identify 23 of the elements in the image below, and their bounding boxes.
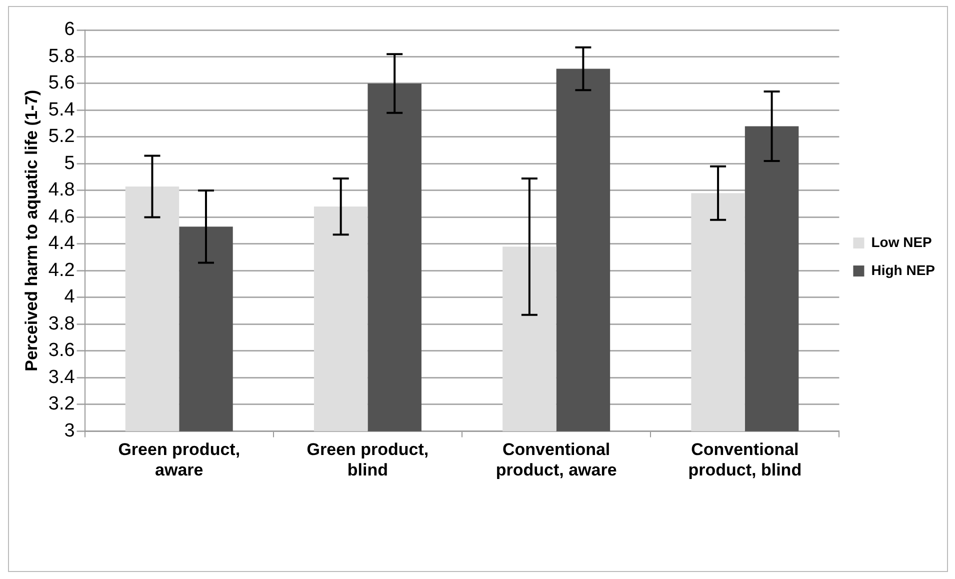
y-tick-label: 4 (64, 286, 76, 308)
y-tick-label: 5.8 (48, 46, 75, 67)
y-tick-label: 5.2 (48, 126, 75, 148)
y-tick-label: 6 (64, 19, 75, 40)
legend-label: High NEP (871, 262, 935, 278)
y-tick-label: 4.2 (48, 260, 75, 281)
y-axis-title: Perceived harm to aquatic life (1-7) (22, 90, 41, 372)
y-tick-label: 3.8 (48, 313, 75, 334)
y-tick-label: 5.4 (48, 99, 76, 120)
y-tick-label: 3.4 (48, 366, 76, 388)
x-tick-label: Green product, aware (118, 440, 240, 480)
x-tick-label: Conventional product, aware (496, 440, 617, 480)
y-tick-label: 5.6 (48, 72, 75, 94)
legend-label: Low NEP (871, 234, 932, 250)
y-tick-label: 5 (64, 152, 75, 174)
x-tick-label: Green product, blind (306, 440, 429, 480)
y-tick-label: 4.8 (48, 180, 75, 201)
y-tick-label: 3.6 (48, 340, 75, 362)
y-tick-label: 3 (64, 420, 75, 442)
y-tick-label: 4.4 (48, 233, 76, 254)
y-tick-label: 4.6 (48, 206, 75, 228)
y-tick-label: 3.2 (48, 394, 75, 415)
x-tick-label: Conventional product, blind (688, 440, 802, 480)
